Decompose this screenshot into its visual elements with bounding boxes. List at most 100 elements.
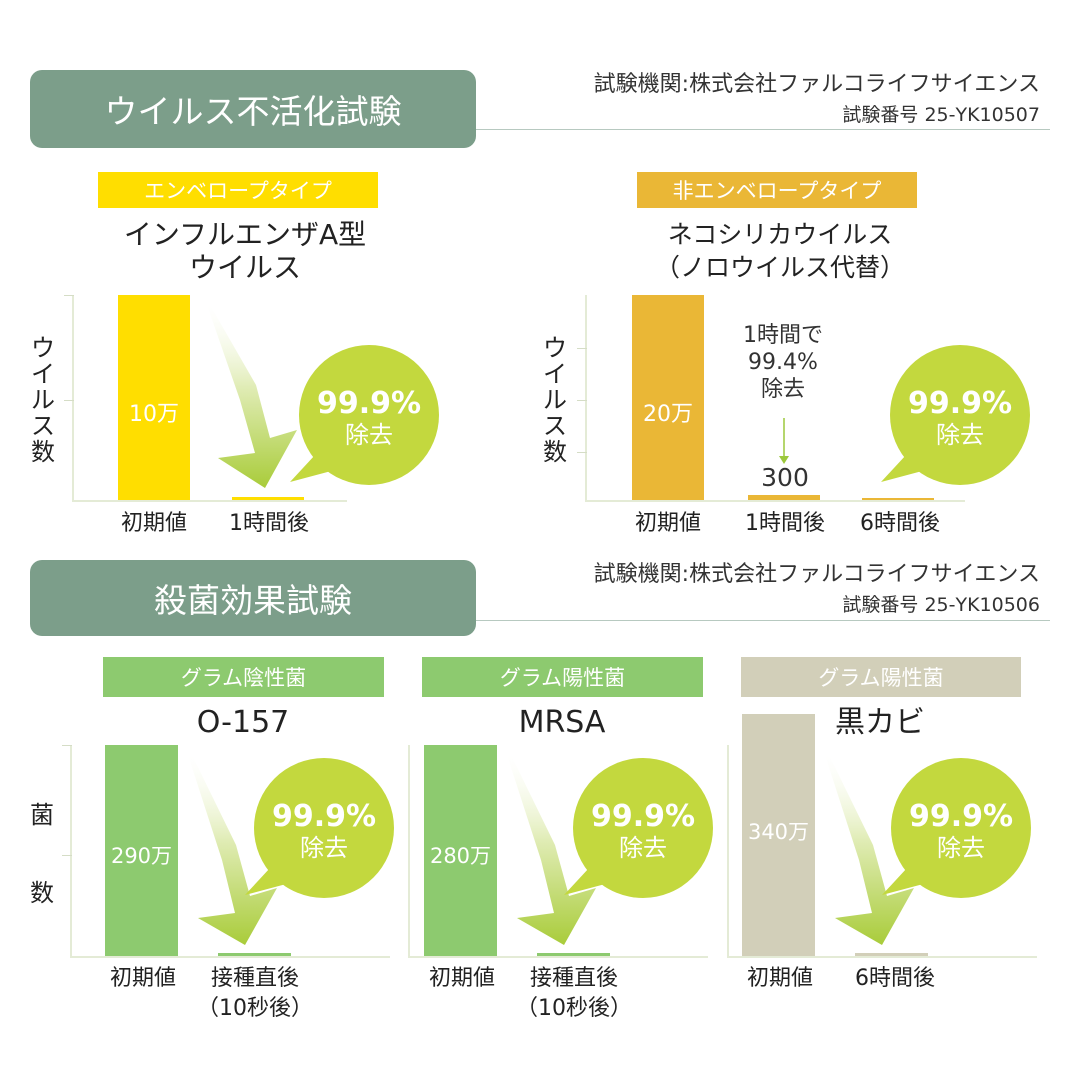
reduction-arrow-icon: [825, 755, 914, 945]
speech-bubble-icon: [564, 758, 713, 898]
virus-section-title-text: ウイルス不活化試験: [104, 92, 402, 131]
x-axis: [72, 500, 347, 502]
bar-initial-label: 290万: [110, 844, 173, 868]
y-axis: [727, 745, 729, 957]
bar-initial: [632, 295, 704, 500]
chart-subject-line2: （ノロウイルス代替）: [654, 253, 905, 282]
chart-subject-line1: インフルエンザA型: [123, 218, 367, 251]
y-axis-label: ウイルス数: [543, 334, 567, 466]
chart-subject-line2: ウイルス: [188, 251, 301, 284]
bubble-percent: 99.9%: [591, 799, 695, 834]
x-tick-label: 初期値: [120, 511, 187, 536]
y-axis-tick: [577, 348, 587, 349]
chart-badge-text: グラム陽性菌: [499, 666, 626, 690]
reduction-arrow-icon: [188, 755, 277, 945]
bar-6h: [862, 498, 934, 500]
chart-badge-text: グラム陽性菌: [818, 666, 944, 690]
bubble-label: 除去: [300, 834, 348, 862]
bar-initial: [742, 714, 815, 956]
chart-badge-text: グラム陰性菌: [180, 666, 307, 690]
bubble-percent: 99.9%: [317, 386, 421, 421]
x-tick-label: 1時間後: [745, 511, 825, 536]
bar-after: [855, 953, 928, 956]
chart-badge-text: エンベロープタイプ: [144, 179, 332, 203]
bacteria-section-title-text: 殺菌効果試験: [154, 581, 352, 620]
x-tick-label-note: （10秒後）: [516, 996, 632, 1021]
y-axis: [585, 295, 587, 501]
x-tick-label: 初期値: [634, 511, 701, 536]
annotation-line: 除去: [760, 377, 805, 402]
reduction-arrow-icon: [207, 305, 297, 488]
x-axis: [727, 956, 1037, 958]
bar-1h: [748, 495, 820, 500]
bar-initial-label: 20万: [643, 402, 693, 427]
x-axis: [70, 956, 390, 958]
virus-section-divider: [476, 129, 1050, 130]
bubble-label: 除去: [937, 834, 985, 862]
x-tick-label: 接種直後 （10秒後）: [514, 964, 634, 1024]
x-tick-label-note: （10秒後）: [197, 996, 313, 1021]
speech-bubble-icon: [245, 758, 394, 898]
bubble-label: 除去: [936, 421, 984, 449]
y-axis-tick: [577, 400, 587, 401]
bubble-label: 除去: [619, 834, 667, 862]
chart-subject-line1: ネコシリカウイルス: [667, 220, 893, 249]
chart-subject: ネコシリカウイルス （ノロウイルス代替）: [595, 218, 965, 284]
bar-1h-value-label: 300: [761, 463, 809, 492]
annotation-line: 99.4%: [748, 350, 818, 375]
chart-subject-line1: MRSA: [518, 705, 606, 740]
x-tick-label: 初期値: [746, 966, 813, 991]
x-tick-label: 初期値: [109, 966, 176, 991]
chart-badge: エンベロープタイプ: [98, 172, 378, 208]
bar-initial: [424, 745, 497, 956]
x-tick-label: 接種直後 （10秒後）: [195, 964, 315, 1024]
chart-subject-line1: O-157: [196, 705, 290, 740]
bubble-percent: 99.9%: [909, 799, 1013, 834]
virus-test-number: 試験番号 25-YK10507: [842, 104, 1040, 126]
chart-subject: インフルエンザA型 ウイルス: [60, 218, 430, 284]
y-axis-tick: [62, 745, 72, 746]
y-axis-label-top: 菌: [30, 801, 54, 829]
x-tick-label: 6時間後: [860, 511, 940, 536]
bacteria-test-number: 試験番号 25-YK10506: [842, 594, 1040, 616]
y-axis-label-bottom: 数: [30, 879, 54, 907]
x-tick-label: 6時間後: [855, 966, 935, 991]
y-axis: [408, 745, 410, 957]
bacteria-section-title: 殺菌効果試験: [30, 560, 476, 636]
y-axis: [70, 745, 72, 957]
bar-after: [537, 953, 610, 956]
bacteria-section-divider: [476, 620, 1050, 621]
bubble-label: 除去: [345, 421, 393, 449]
x-tick-label: 1時間後: [229, 511, 309, 536]
bar-after: [218, 953, 291, 956]
reduction-annotation: 1時間で 99.4% 除去: [718, 322, 848, 403]
speech-bubble-icon: [290, 345, 439, 485]
bubble-percent: 99.9%: [272, 799, 376, 834]
chart-badge: グラム陽性菌: [422, 657, 703, 697]
chart-badge: グラム陰性菌: [103, 657, 384, 697]
chart-subject-line1: 黒カビ: [835, 705, 925, 740]
y-axis-tick: [577, 452, 587, 453]
chart-badge: 非エンベロープタイプ: [637, 172, 917, 208]
y-axis-tick: [62, 855, 72, 856]
annotation-down-arrow-head-icon: [779, 456, 789, 464]
bar-initial: [105, 745, 178, 956]
bar-initial-label: 280万: [429, 844, 492, 868]
annotation-line: 1時間で: [743, 323, 823, 348]
y-axis: [72, 295, 74, 501]
bubble-percent: 99.9%: [908, 386, 1012, 421]
bar-initial: [118, 295, 190, 500]
virus-lab-name: 試験機関:株式会社ファルコライフサイエンス: [593, 72, 1040, 97]
bar-initial-label: 10万: [129, 402, 179, 427]
bacteria-lab-info: 試験機関:株式会社ファルコライフサイエンス 試験番号 25-YK10506: [594, 560, 1040, 620]
y-axis-tick: [64, 295, 74, 296]
chart-badge: グラム陽性菌: [741, 657, 1021, 697]
x-tick-label-main: 接種直後: [529, 966, 618, 991]
chart-badge-text: 非エンベロープタイプ: [672, 179, 882, 203]
speech-bubble-icon: [882, 758, 1031, 898]
x-axis: [585, 500, 965, 502]
speech-bubble-icon: [881, 345, 1030, 485]
reduction-arrow-icon: [507, 755, 596, 945]
bar-initial-label: 340万: [747, 820, 810, 844]
